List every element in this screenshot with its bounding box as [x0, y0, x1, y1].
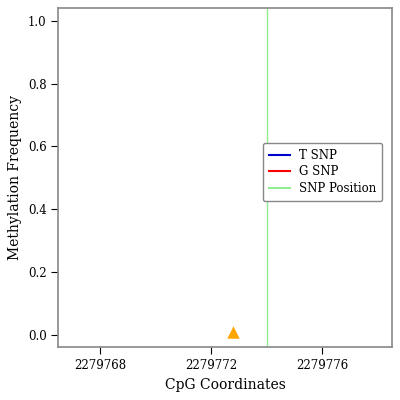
X-axis label: CpG Coordinates: CpG Coordinates [165, 378, 286, 392]
Y-axis label: Methylation Frequency: Methylation Frequency [8, 95, 22, 260]
Legend: T SNP, G SNP, SNP Position: T SNP, G SNP, SNP Position [263, 143, 382, 201]
Point [230, 328, 236, 335]
